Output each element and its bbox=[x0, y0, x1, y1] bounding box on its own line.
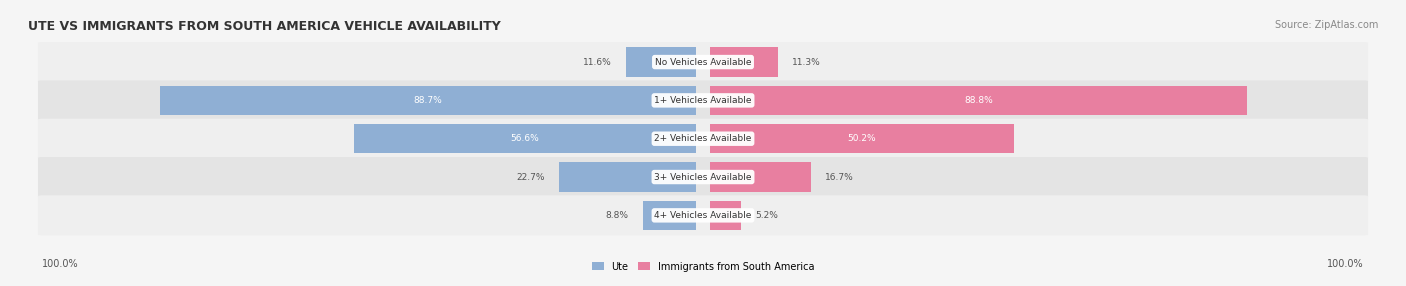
Text: 1+ Vehicles Available: 1+ Vehicles Available bbox=[654, 96, 752, 105]
Text: 88.7%: 88.7% bbox=[413, 96, 443, 105]
Text: Source: ZipAtlas.com: Source: ZipAtlas.com bbox=[1274, 20, 1378, 30]
Text: 2+ Vehicles Available: 2+ Vehicles Available bbox=[654, 134, 752, 143]
Text: 100.0%: 100.0% bbox=[1327, 259, 1364, 269]
Text: 11.6%: 11.6% bbox=[583, 57, 612, 67]
Text: 88.8%: 88.8% bbox=[965, 96, 993, 105]
Text: No Vehicles Available: No Vehicles Available bbox=[655, 57, 751, 67]
Text: UTE VS IMMIGRANTS FROM SOUTH AMERICA VEHICLE AVAILABILITY: UTE VS IMMIGRANTS FROM SOUTH AMERICA VEH… bbox=[28, 20, 501, 33]
Text: 50.2%: 50.2% bbox=[848, 134, 876, 143]
Text: 22.7%: 22.7% bbox=[516, 172, 544, 182]
Legend: Ute, Immigrants from South America: Ute, Immigrants from South America bbox=[588, 258, 818, 275]
Text: 3+ Vehicles Available: 3+ Vehicles Available bbox=[654, 172, 752, 182]
Text: 8.8%: 8.8% bbox=[606, 211, 628, 220]
Text: 4+ Vehicles Available: 4+ Vehicles Available bbox=[654, 211, 752, 220]
Text: 100.0%: 100.0% bbox=[42, 259, 79, 269]
Text: 16.7%: 16.7% bbox=[825, 172, 853, 182]
Text: 5.2%: 5.2% bbox=[755, 211, 779, 220]
Text: 11.3%: 11.3% bbox=[793, 57, 821, 67]
Text: 56.6%: 56.6% bbox=[510, 134, 540, 143]
